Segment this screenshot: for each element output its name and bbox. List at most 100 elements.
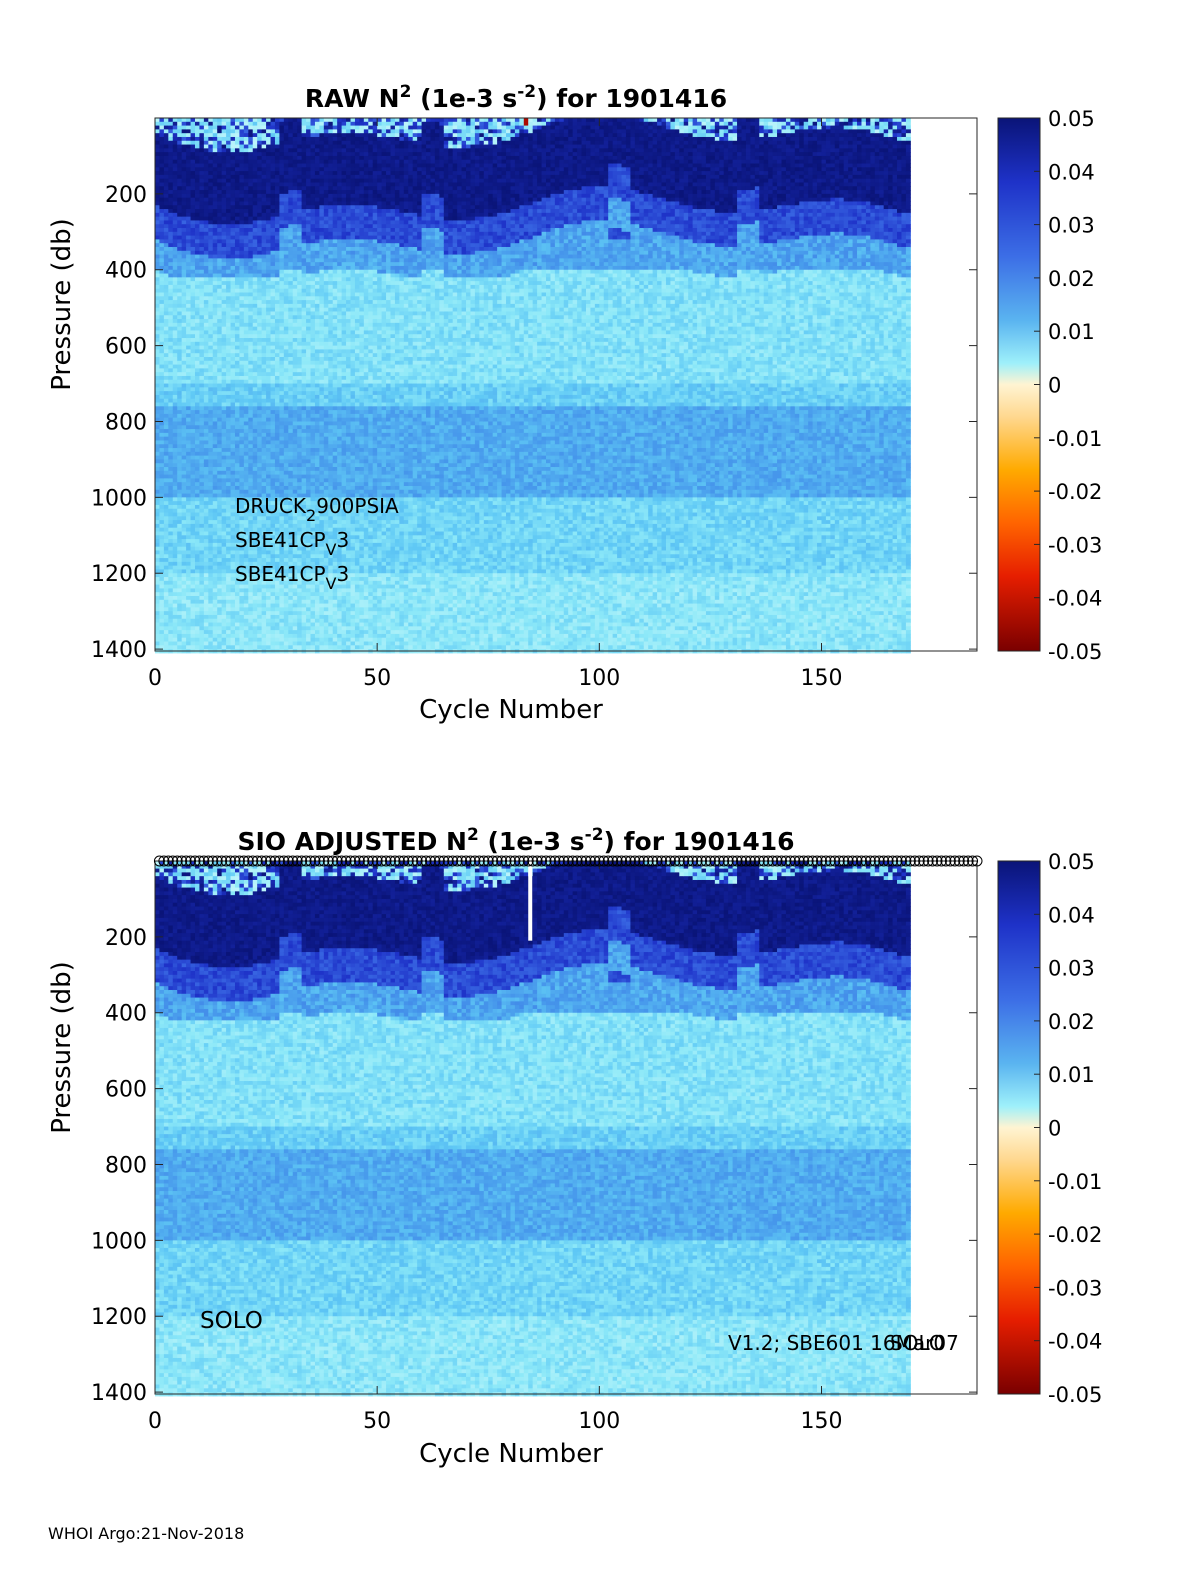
heatmap-cell <box>164 520 169 524</box>
heatmap-cell <box>164 569 169 573</box>
heatmap-cell <box>168 232 173 236</box>
heatmap-cell <box>173 403 178 407</box>
heatmap-cell <box>173 293 178 297</box>
heatmap-cell <box>159 194 164 198</box>
heatmap-cell <box>159 368 164 372</box>
heatmap-cell <box>164 471 169 475</box>
heatmap-cell <box>159 164 164 168</box>
title-mid: (1e-3 s <box>411 84 517 113</box>
heatmap-cell <box>168 588 173 592</box>
heatmap-cell <box>177 201 182 205</box>
heatmap-cell <box>155 277 160 281</box>
heatmap-cell <box>155 285 160 289</box>
heatmap-cell <box>168 285 173 289</box>
heatmap-cell <box>177 543 182 547</box>
heatmap-cell <box>164 148 169 152</box>
heatmap-cell <box>155 406 160 410</box>
heatmap-cell <box>164 262 169 266</box>
heatmap-cell <box>177 361 182 365</box>
heatmap-cell <box>173 349 178 353</box>
heatmap-cell <box>164 293 169 297</box>
heatmap-cell <box>155 501 160 505</box>
heatmap-cell <box>173 604 178 608</box>
heatmap-cell <box>164 129 169 133</box>
heatmap-cell <box>177 118 182 122</box>
heatmap-cell <box>168 126 173 130</box>
heatmap-cell <box>173 433 178 437</box>
heatmap-cell <box>177 148 182 152</box>
heatmap-cell <box>155 444 160 448</box>
heatmap-cell <box>164 619 169 623</box>
heatmap-cell <box>159 228 164 232</box>
chart-title: RAW N2 (1e-3 s-2) for 1901416 <box>305 82 727 113</box>
heatmap-cell <box>155 585 160 589</box>
heatmap-cell <box>173 475 178 479</box>
heatmap-cell <box>164 327 169 331</box>
heatmap-cell <box>168 573 173 577</box>
heatmap-cell <box>168 376 173 380</box>
heatmap-cell <box>159 372 164 376</box>
heatmap-cell <box>155 255 160 259</box>
heatmap-cell <box>173 588 178 592</box>
heatmap-cell <box>177 376 182 380</box>
heatmap-cell <box>164 509 169 513</box>
heatmap-cell <box>159 270 164 274</box>
heatmap-cell <box>164 182 169 186</box>
heatmap-cell <box>168 365 173 369</box>
heatmap-cell <box>155 311 160 315</box>
heatmap-cell <box>168 429 173 433</box>
heatmap-cell <box>182 167 187 171</box>
heatmap-cell <box>159 205 164 209</box>
heatmap-cell <box>168 550 173 554</box>
heatmap-cell <box>164 577 169 581</box>
heatmap-cell <box>155 626 160 630</box>
heatmap-cell <box>155 543 160 547</box>
heatmap-cell <box>177 217 182 221</box>
heatmap-cell <box>159 198 164 202</box>
heatmap-cell <box>173 444 178 448</box>
heatmap-cell <box>155 634 160 638</box>
heatmap-cell <box>168 311 173 315</box>
heatmap-cell <box>155 471 160 475</box>
heatmap-cell <box>155 414 160 418</box>
heatmap-cell <box>164 201 169 205</box>
heatmap-cell <box>155 133 160 137</box>
heatmap-cell <box>168 179 173 183</box>
heatmap-cell <box>173 285 178 289</box>
heatmap-cell <box>159 475 164 479</box>
heatmap-cell <box>177 414 182 418</box>
heatmap-cell <box>168 532 173 536</box>
heatmap-cell <box>155 459 160 463</box>
heatmap-cell <box>177 270 182 274</box>
heatmap-cell <box>173 164 178 168</box>
heatmap-cell <box>173 528 178 532</box>
heatmap-cell <box>155 516 160 520</box>
heatmap-cell <box>159 353 164 357</box>
heatmap-cell <box>177 175 182 179</box>
heatmap-cell <box>159 338 164 342</box>
heatmap-cell <box>173 524 178 528</box>
heatmap-cell <box>159 220 164 224</box>
heatmap-cell <box>182 152 187 156</box>
heatmap-cell <box>155 437 160 441</box>
heatmap-cell <box>173 353 178 357</box>
heatmap-cell <box>173 289 178 293</box>
heatmap-cell <box>164 300 169 304</box>
heatmap-cell <box>173 626 178 630</box>
heatmap-cell <box>164 535 169 539</box>
heatmap-cell <box>173 141 178 145</box>
heatmap-cell <box>177 152 182 156</box>
heatmap-cell <box>168 293 173 297</box>
heatmap-cell <box>159 182 164 186</box>
heatmap-cell <box>173 550 178 554</box>
heatmap-cell <box>164 175 169 179</box>
heatmap-cell <box>173 425 178 429</box>
heatmap-cell <box>168 433 173 437</box>
heatmap-cell <box>177 399 182 403</box>
heatmap-cell <box>173 247 178 251</box>
heatmap-cell <box>159 573 164 577</box>
heatmap-cell <box>177 357 182 361</box>
heatmap-cell <box>164 186 169 190</box>
heatmap-cell <box>168 619 173 623</box>
heatmap-cell <box>159 615 164 619</box>
